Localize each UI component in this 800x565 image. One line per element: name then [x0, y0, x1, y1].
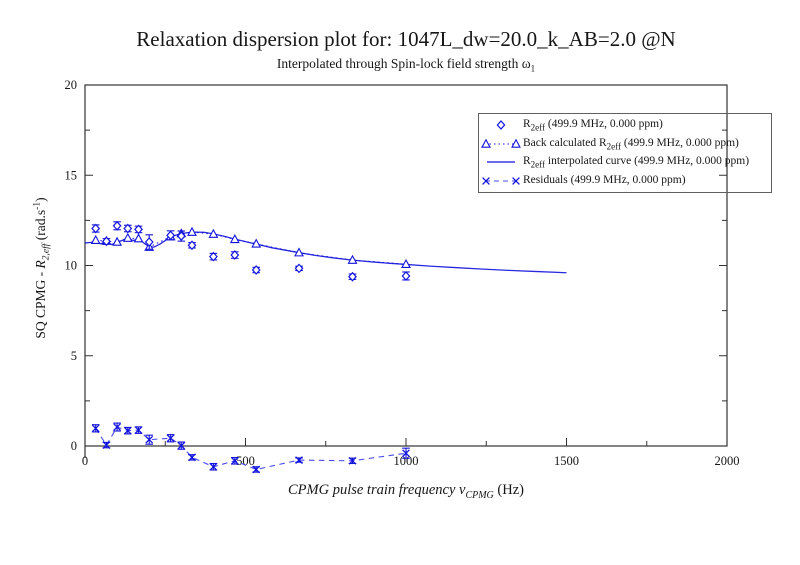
legend-entry-2: R2eff interpolated curve (499.9 MHz, 0.0… — [479, 153, 771, 171]
x-tick-label: 0 — [82, 454, 88, 468]
x-dashed-line-icon — [479, 174, 523, 188]
legend-entry-label: Back calculated R2eff (499.9 MHz, 0.000 … — [523, 136, 739, 151]
legend-entry-3: Residuals (499.9 MHz, 0.000 ppm) — [479, 172, 771, 190]
legend-entry-0: R2eff (499.9 MHz, 0.000 ppm) — [479, 116, 771, 134]
series-r2eff — [91, 220, 411, 282]
plot-title: Relaxation dispersion plot for: 1047L_dw… — [136, 27, 676, 51]
legend-entry-label: R2eff (499.9 MHz, 0.000 ppm) — [523, 118, 663, 133]
y-tick-label: 5 — [71, 349, 77, 363]
x-label-unit: (Hz) — [493, 482, 524, 498]
triangle-dotted-line-icon — [479, 137, 523, 151]
series-residuals — [91, 422, 410, 474]
solid-line-icon — [479, 155, 523, 169]
subtitle-text: Interpolated through Spin-lock field str… — [276, 56, 531, 71]
x-tick-label: 500 — [236, 454, 255, 468]
x-axis-label: CPMG pulse train frequency νCPMG (Hz) — [6, 482, 800, 501]
y-label-unit-pre: (rad.s — [32, 209, 48, 244]
x-tick-label: 2000 — [715, 454, 740, 468]
y-tick-label: 15 — [65, 168, 78, 182]
y-tick-label: 0 — [71, 439, 77, 453]
axis-ticks — [84, 84, 728, 447]
y-label-symbol: R — [32, 260, 48, 269]
y-label-unit-post: ) — [32, 197, 48, 202]
x-label-main: CPMG pulse train frequency ν — [288, 482, 466, 498]
legend-entry-label: Residuals (499.9 MHz, 0.000 ppm) — [523, 173, 686, 186]
legend-box: R2eff (499.9 MHz, 0.000 ppm) Back calcula… — [478, 113, 772, 193]
subtitle-subscript: 1 — [530, 63, 536, 74]
x-tick-label: 1000 — [394, 454, 419, 468]
legend-entry-label: R2eff interpolated curve (499.9 MHz, 0.0… — [523, 155, 750, 170]
diamond-marker-icon — [479, 118, 523, 132]
legend-entry-1: Back calculated R2eff (499.9 MHz, 0.000 … — [479, 135, 771, 153]
y-label-superscript: -1 — [32, 201, 43, 210]
series-interpolated-curve — [84, 231, 567, 274]
y-tick-label: 20 — [65, 78, 78, 92]
y-label-subscript: 2,eff — [41, 243, 52, 261]
axis-tick-labels: 0 500 1000 1500 2000 0 5 10 15 20 — [65, 78, 740, 468]
x-label-subscript: CPMG — [465, 489, 494, 501]
plot-subtitle: Interpolated through Spin-lock field str… — [6, 56, 800, 74]
y-label-pre: SQ CPMG - — [32, 268, 48, 339]
x-tick-label: 1500 — [554, 454, 579, 468]
y-tick-label: 10 — [65, 259, 78, 273]
y-axis-label: SQ CPMG - R2,eff (rad.s-1) — [32, 197, 51, 338]
